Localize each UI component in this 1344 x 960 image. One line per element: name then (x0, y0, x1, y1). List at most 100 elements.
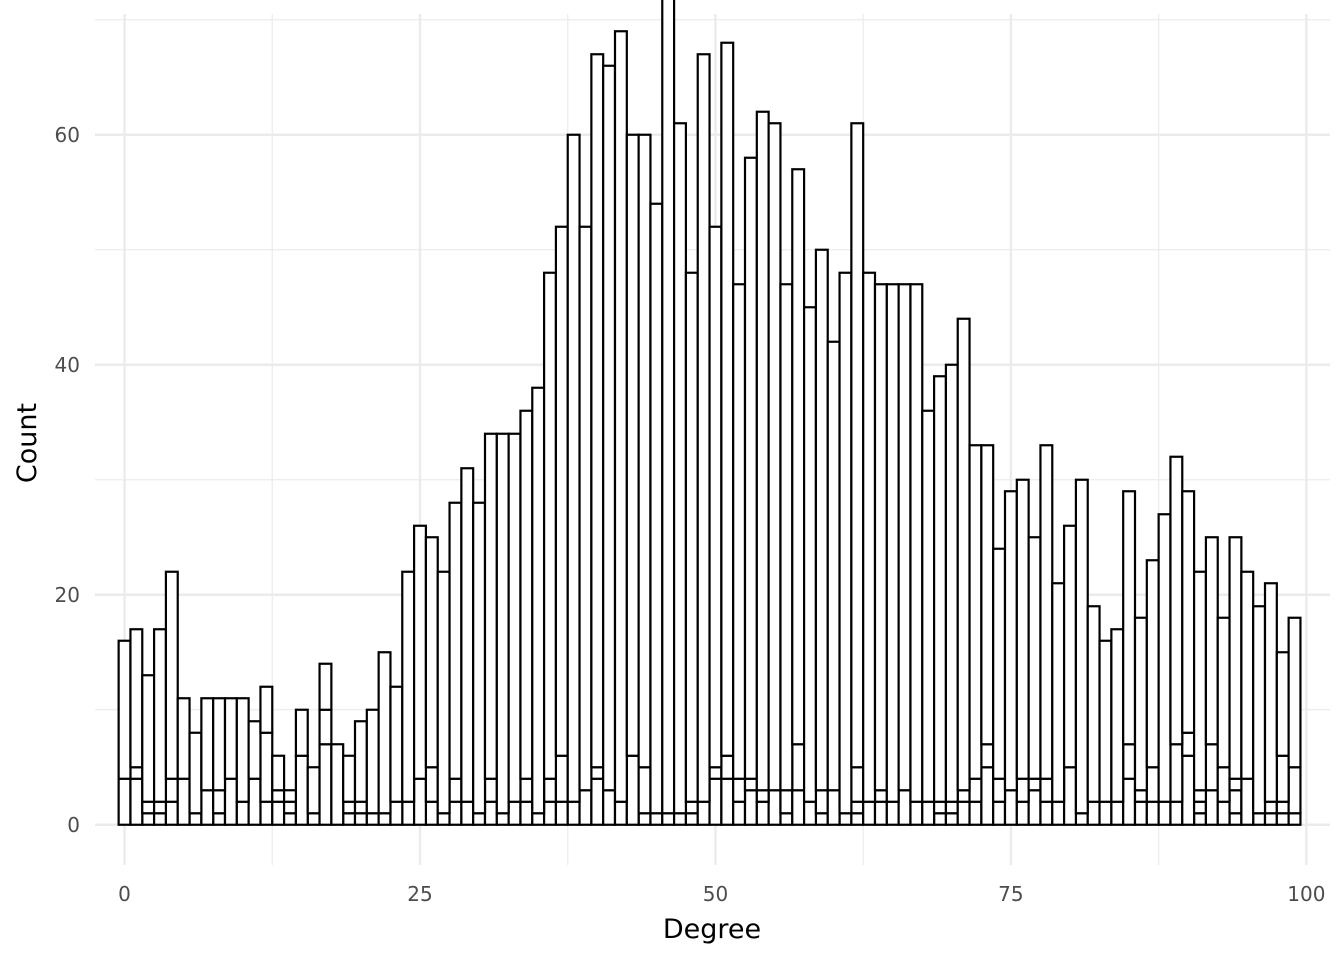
histogram-bar (1062, 766, 1078, 826)
histogram-bar (282, 789, 298, 803)
histogram-bar (1181, 490, 1196, 734)
histogram-bar (767, 789, 782, 826)
histogram-bar (921, 409, 936, 803)
histogram-bar (554, 800, 569, 826)
histogram-bar (152, 628, 168, 803)
histogram-bar (1216, 616, 1231, 769)
histogram-bar (1240, 777, 1255, 826)
histogram-bar (1074, 478, 1089, 815)
histogram-bar (672, 122, 688, 815)
histogram-bar (1062, 524, 1078, 769)
histogram-bar (483, 800, 498, 826)
histogram-bar (1039, 800, 1054, 826)
histogram-bar (1003, 490, 1018, 792)
histogram-bar (1263, 582, 1278, 803)
histogram-bar (602, 789, 617, 826)
histogram-bar (720, 754, 735, 780)
histogram-bar (1263, 800, 1278, 815)
histogram-bar (129, 766, 144, 780)
histogram-bar (353, 812, 368, 826)
histogram-bar (791, 168, 806, 746)
histogram-bar (259, 800, 274, 826)
histogram-bar (519, 409, 534, 780)
histogram-bar (460, 800, 475, 826)
y-tick-label: 40 (55, 353, 80, 377)
y-tick-label: 0 (67, 813, 80, 837)
histogram-bar (1122, 490, 1137, 746)
histogram-bar (732, 800, 747, 826)
y-tick-label: 60 (55, 123, 80, 147)
histogram-bar (448, 777, 463, 803)
histogram-bar (1133, 800, 1148, 826)
histogram-bar (1051, 800, 1066, 826)
histogram-bar (826, 789, 841, 826)
histogram-bar (1216, 766, 1231, 803)
histogram-bar (1027, 777, 1042, 792)
histogram-bar (1275, 754, 1290, 803)
histogram-bar (708, 766, 723, 780)
histogram-bar (566, 133, 581, 803)
histogram-bar (826, 340, 841, 792)
histogram-bar (1181, 754, 1196, 826)
histogram-bar (684, 812, 699, 826)
histogram-bar (755, 110, 770, 792)
histogram-bar (271, 800, 286, 826)
y-axis-tick-labels: 0 20 40 60 (55, 123, 80, 837)
histogram-bar (1157, 513, 1172, 803)
histogram-bar (1145, 800, 1160, 826)
histogram-bar (164, 570, 179, 780)
histogram-bar (613, 800, 628, 826)
histogram-bar (1287, 812, 1302, 826)
histogram-bar (1275, 812, 1290, 826)
histogram-bar (1169, 800, 1184, 826)
histogram-bar (1098, 800, 1113, 826)
histogram-bar (1275, 651, 1290, 757)
histogram-bar (259, 685, 274, 734)
x-axis-title: Degree (663, 914, 761, 945)
histogram-bar (353, 720, 368, 803)
histogram-bar (1204, 536, 1219, 746)
histogram-bar (684, 271, 699, 803)
histogram-bar (921, 800, 936, 826)
histogram-bar (188, 812, 203, 826)
histogram-bar (1169, 743, 1184, 803)
histogram-bar (460, 467, 475, 803)
x-tick-label: 0 (118, 882, 131, 906)
histogram-bar (424, 536, 439, 769)
histogram-bar (1051, 582, 1066, 803)
x-tick-label: 100 (1287, 882, 1325, 906)
histogram-bar (176, 777, 191, 826)
histogram-bar (862, 800, 877, 826)
histogram-bar (755, 789, 770, 803)
histogram-bar (980, 743, 995, 769)
histogram-bar (1287, 766, 1302, 815)
histogram-bar (649, 202, 664, 815)
histogram-bar (1145, 559, 1160, 769)
histogram-bar (838, 271, 853, 815)
histogram-bar (1192, 812, 1208, 826)
histogram-bar (436, 812, 451, 826)
histogram-bar (129, 777, 144, 826)
histogram-bar (200, 697, 215, 792)
histogram-bar (767, 122, 782, 792)
histogram-bar (152, 812, 168, 826)
histogram-bar (554, 754, 569, 803)
histogram-bar (968, 777, 983, 803)
histogram-bar (223, 697, 238, 780)
histogram-bar (802, 800, 818, 826)
histogram-bar (590, 53, 605, 769)
histogram-bar (1204, 743, 1219, 792)
histogram-bar (424, 766, 439, 803)
histogram-bar (1181, 731, 1196, 757)
histogram-bar (743, 777, 758, 792)
histogram-bar (944, 800, 959, 815)
histogram-bar (932, 800, 948, 815)
histogram-bar (873, 789, 888, 803)
histogram-bar (247, 720, 262, 780)
histogram-bar (318, 743, 333, 826)
histogram-bar (519, 777, 534, 803)
histogram-bar (1003, 789, 1018, 826)
histogram-bar (259, 731, 274, 803)
histogram-bar (472, 501, 487, 815)
histogram-bar (495, 432, 510, 815)
